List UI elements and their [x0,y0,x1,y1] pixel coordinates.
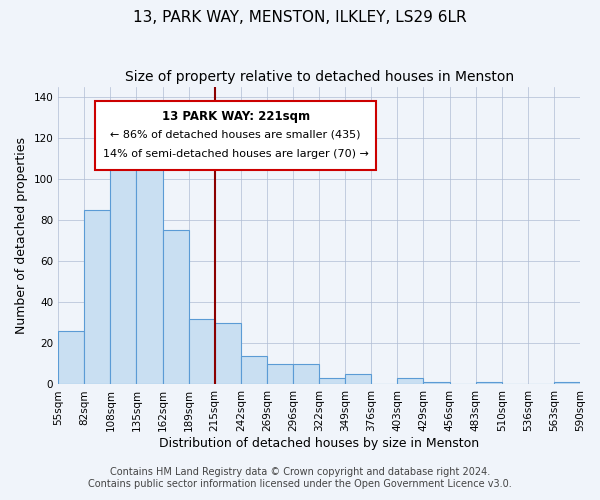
Text: 13 PARK WAY: 221sqm: 13 PARK WAY: 221sqm [161,110,310,124]
Bar [58,331,84,384]
Bar [163,230,188,384]
Bar [554,382,580,384]
Bar [397,378,424,384]
X-axis label: Distribution of detached houses by size in Menston: Distribution of detached houses by size … [159,437,479,450]
Bar [293,364,319,384]
Bar [84,210,110,384]
Bar [319,378,345,384]
Bar [345,374,371,384]
Text: 14% of semi-detached houses are larger (70) →: 14% of semi-detached houses are larger (… [103,149,368,159]
Y-axis label: Number of detached properties: Number of detached properties [15,137,28,334]
Text: 13, PARK WAY, MENSTON, ILKLEY, LS29 6LR: 13, PARK WAY, MENSTON, ILKLEY, LS29 6LR [133,10,467,25]
Title: Size of property relative to detached houses in Menston: Size of property relative to detached ho… [125,70,514,84]
Bar [241,356,267,384]
Bar [188,318,215,384]
FancyBboxPatch shape [95,102,376,170]
Text: ← 86% of detached houses are smaller (435): ← 86% of detached houses are smaller (43… [110,130,361,140]
Bar [476,382,502,384]
Bar [110,160,136,384]
Bar [424,382,449,384]
Bar [136,166,163,384]
Text: Contains HM Land Registry data © Crown copyright and database right 2024.
Contai: Contains HM Land Registry data © Crown c… [88,468,512,489]
Bar [215,323,241,384]
Bar [267,364,293,384]
